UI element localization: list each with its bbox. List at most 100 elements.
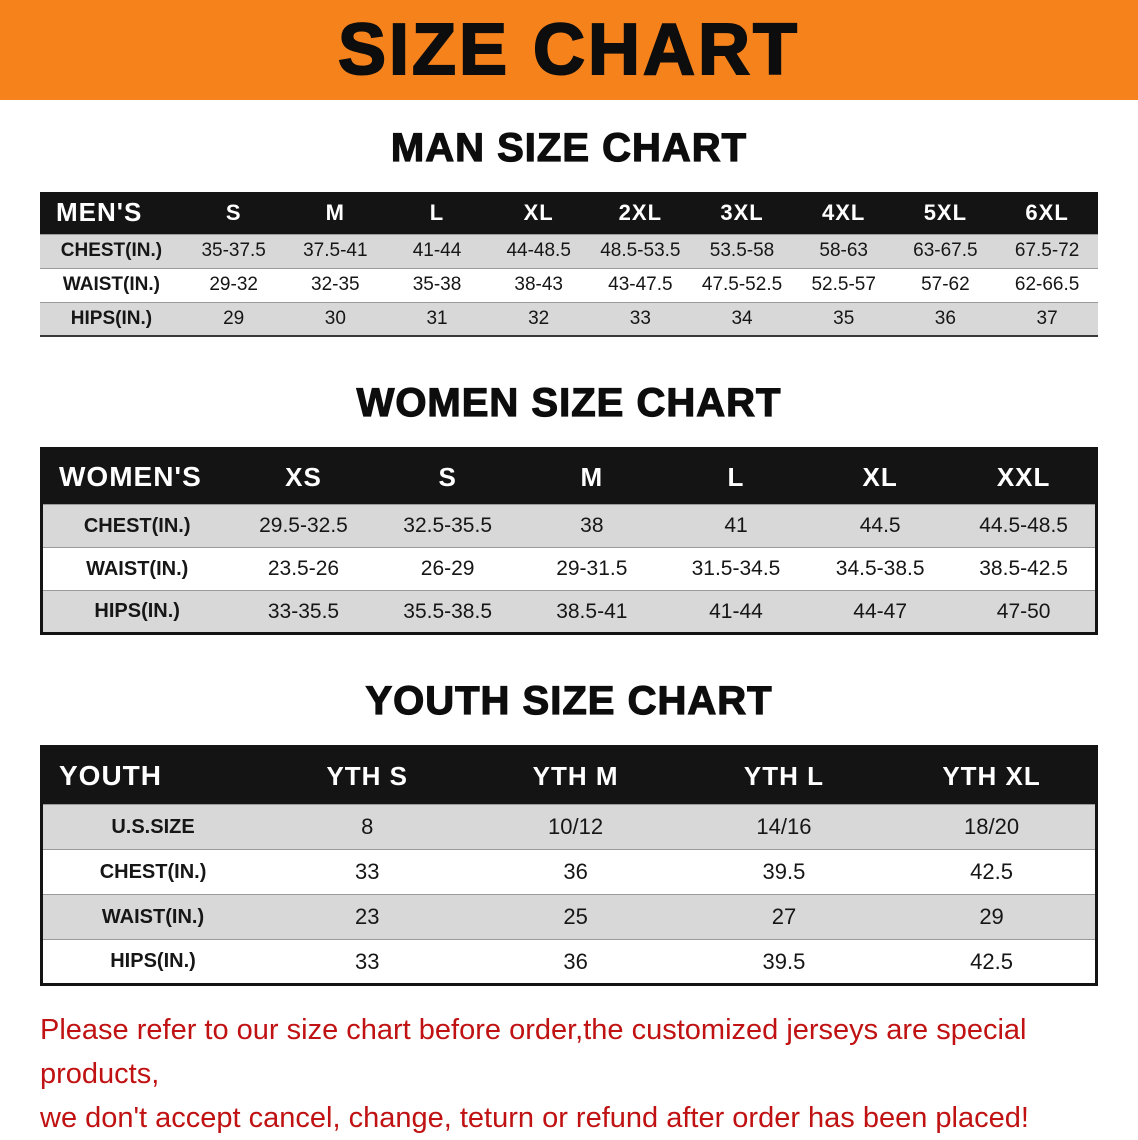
disclaimer-line-1: Please refer to our size chart before or… (40, 1014, 1027, 1090)
table-label-header: WOMEN'S (41, 448, 232, 505)
disclaimer-line-2: we don't accept cancel, change, teturn o… (40, 1102, 1029, 1134)
youth-size-heading: YOUTH SIZE CHART (365, 678, 773, 723)
size-cell: 35 (833, 307, 855, 329)
header-row: YOUTH YTH S YTH M YTH L YTH XL (41, 746, 1097, 805)
table-row: WAIST(IN.) 23 25 27 29 (41, 894, 1097, 940)
size-cell: 41-44 (709, 599, 763, 623)
size-column-header: M (284, 192, 387, 234)
size-cell: 33-35.5 (267, 599, 340, 623)
size-cell: 29-32 (209, 274, 258, 295)
size-cell: 30 (324, 307, 346, 329)
size-cell: 33 (354, 859, 380, 884)
size-cell: 29-31.5 (556, 557, 628, 580)
size-cell: 8 (361, 814, 374, 839)
size-cell: 44-47 (853, 599, 908, 623)
size-cell: 41 (724, 514, 748, 537)
size-cell: 42.5 (970, 859, 1013, 884)
size-cell: 47-50 (996, 599, 1051, 623)
size-cell: 36 (934, 307, 956, 329)
disclaimer: Please refer to our size chart before or… (40, 1008, 1098, 1140)
size-cell: 36 (563, 948, 588, 974)
size-cell: 57-62 (921, 274, 970, 295)
page-title: SIZE CHART (337, 10, 800, 90)
table-row: HIPS(IN.) 33-35.5 35.5-38.5 38.5-41 41-44 44-… (41, 590, 1097, 634)
men-size-table: MEN'S S M L XL 2XL 3XL 4XL 5XL 6XL CHEST(IN.) 35-37… (40, 192, 1098, 337)
row-label: WAIST(IN.) (62, 274, 160, 295)
size-cell: 35.5-38.5 (403, 599, 493, 623)
size-column-header: XL (487, 192, 590, 234)
size-cell: 23 (354, 904, 380, 929)
men-size-heading: MAN SIZE CHART (390, 125, 748, 170)
size-cell: 36 (563, 859, 588, 884)
size-column-header: YTH XL (888, 746, 1097, 805)
row-label: HIPS(IN.) (110, 950, 196, 972)
men-size-section: MAN SIZE CHART MEN'S S M L XL 2XL 3XL 4XL 5XL 6XL C… (40, 125, 1098, 337)
size-cell: 38.5-42.5 (979, 557, 1068, 580)
size-cell: 38.5-41 (556, 599, 628, 623)
size-chart-banner: SIZE CHART (0, 0, 1138, 100)
table-row: HIPS(IN.) 33 36 39.5 42.5 (41, 939, 1097, 985)
size-column-header: 4XL (792, 192, 895, 234)
women-size-section: WOMEN SIZE CHART WOMEN'S XS S M L XL XXL CHEST(I… (40, 380, 1098, 635)
size-cell: 34.5-38.5 (835, 557, 925, 580)
size-cell: 52.5-57 (811, 274, 876, 295)
size-cell: 62-66.5 (1014, 274, 1080, 295)
size-cell: 23.5-26 (267, 557, 340, 580)
size-cell: 34 (731, 307, 753, 329)
size-column-header: L (663, 448, 809, 505)
size-cell: 37.5-41 (303, 240, 368, 261)
size-cell: 39.5 (762, 859, 806, 884)
size-cell: 67.5-72 (1014, 240, 1080, 261)
size-cell: 35-37.5 (201, 240, 266, 261)
size-cell: 44.5-48.5 (979, 514, 1068, 537)
size-cell: 44-48.5 (506, 240, 571, 261)
size-cell: 42.5 (970, 948, 1013, 974)
size-cell: 32 (528, 307, 550, 329)
size-column-header: YTH S (263, 746, 472, 805)
women-size-heading: WOMEN SIZE CHART (356, 380, 782, 425)
table-row: WAIST(IN.) 23.5-26 26-29 29-31.5 31.5-34.5 34… (41, 547, 1097, 591)
size-cell: 29 (979, 904, 1004, 929)
size-cell: 35-38 (412, 274, 462, 295)
size-cell: 37 (1036, 307, 1058, 329)
size-column-header: S (182, 192, 285, 234)
table-label-header: MEN'S (40, 192, 183, 234)
size-cell: 47.5-52.5 (701, 274, 783, 295)
size-column-header: YTH L (679, 746, 889, 805)
size-column-header: 2XL (589, 192, 692, 234)
size-cell: 27 (771, 904, 797, 929)
size-cell: 33 (354, 948, 380, 974)
size-cell: 38 (580, 514, 604, 537)
table-row: CHEST(IN.) 29.5-32.5 32.5-35.5 38 41 44.5 44.5… (41, 504, 1097, 548)
size-column-header: S (375, 448, 520, 505)
row-label: CHEST(IN.) (99, 860, 207, 883)
size-cell: 26-29 (420, 557, 475, 580)
size-cell: 31.5-34.5 (691, 557, 781, 580)
size-cell: 39.5 (762, 948, 806, 974)
size-cell: 43-47.5 (608, 274, 673, 295)
size-cell: 63-67.5 (913, 240, 978, 261)
row-label: HIPS(IN.) (94, 600, 180, 622)
size-cell: 38-43 (514, 274, 563, 295)
youth-size-section: YOUTH SIZE CHART YOUTH YTH S YTH M YTH L YTH … (40, 678, 1098, 986)
size-column-header: XXL (952, 448, 1097, 505)
size-column-header: XL (808, 448, 953, 505)
size-cell: 31 (426, 307, 448, 329)
size-column-header: M (519, 448, 664, 505)
row-label: U.S.SIZE (111, 815, 195, 838)
table-row: WAIST(IN.) 29-32 32-35 35-38 38-43 43-47.5 47.… (40, 268, 1098, 302)
table-label-header: YOUTH (41, 746, 264, 805)
size-cell: 44.5 (859, 514, 901, 537)
size-cell: 25 (563, 904, 588, 929)
size-cell: 33 (629, 307, 651, 329)
size-chart-sections: MAN SIZE CHART MEN'S S M L XL 2XL 3XL 4XL 5XL 6XL C… (0, 125, 1138, 986)
size-column-header: L (386, 192, 488, 234)
row-label: WAIST(IN.) (86, 557, 189, 580)
size-column-header: 5XL (894, 192, 997, 234)
size-cell: 14/16 (756, 814, 812, 839)
size-cell: 29 (223, 307, 245, 329)
size-cell: 10/12 (548, 814, 604, 839)
size-cell: 48.5-53.5 (600, 240, 681, 261)
row-label: WAIST(IN.) (101, 905, 205, 928)
